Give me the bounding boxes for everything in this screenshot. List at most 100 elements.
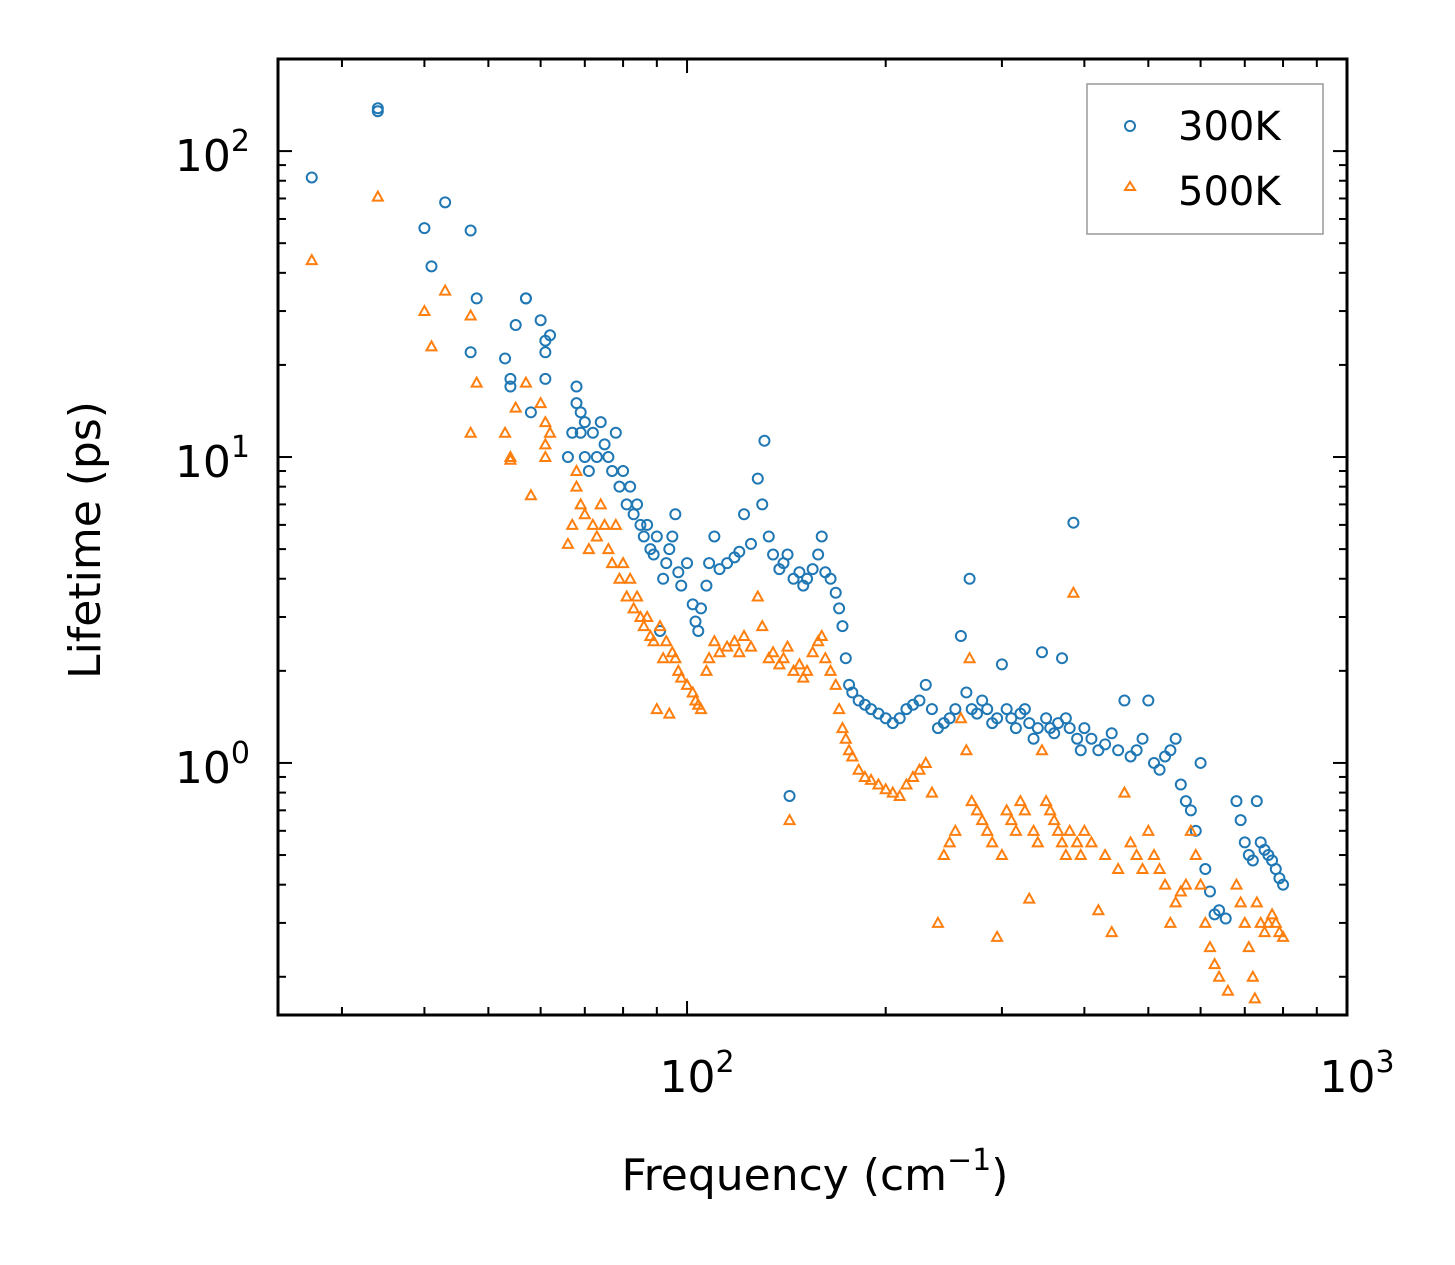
data-point-500K-144	[1135, 861, 1150, 875]
data-point-500K-5	[463, 308, 478, 321]
data-point-300K-3	[439, 196, 452, 209]
data-point-300K-62	[700, 579, 713, 592]
data-point-300K-31	[590, 451, 603, 464]
data-point-300K-83	[801, 572, 814, 585]
data-point-300K-119	[991, 712, 1004, 725]
data-point-300K-51	[660, 557, 673, 570]
data-point-500K-15	[538, 449, 553, 463]
data-point-300K-55	[672, 566, 685, 579]
data-point-300K-104	[913, 694, 926, 707]
data-point-500K-133	[1070, 835, 1084, 848]
data-point-500K-125	[1039, 794, 1053, 807]
data-point-300K-129	[1035, 646, 1048, 659]
data-point-500K-46	[656, 651, 670, 664]
data-point-300K-157	[1179, 795, 1192, 808]
data-point-500K-137	[1091, 903, 1106, 916]
data-point-500K-26	[586, 517, 600, 530]
data-point-300K-130	[1040, 712, 1053, 725]
x-tick-label: 102	[659, 1045, 734, 1103]
data-point-500K-141	[1117, 785, 1132, 798]
data-point-300K-72	[756, 498, 769, 511]
x-tick-label: 103	[1319, 1045, 1394, 1103]
data-point-500K-94	[879, 782, 893, 795]
data-point-300K-143	[1099, 738, 1112, 751]
data-point-300K-64	[708, 530, 721, 543]
data-point-500K-66	[744, 639, 758, 652]
data-point-300K-152	[1153, 763, 1166, 776]
data-point-300K-26	[574, 426, 587, 439]
data-point-300K-65	[713, 563, 726, 576]
data-point-500K-130	[1059, 847, 1073, 861]
data-point-300K-19	[544, 329, 557, 342]
data-point-500K-21	[569, 463, 584, 477]
data-point-300K-86	[815, 530, 828, 543]
data-point-300K-164	[1213, 904, 1226, 917]
data-point-500K-108	[962, 651, 977, 664]
data-point-500K-79	[805, 645, 820, 658]
data-point-300K-85	[812, 548, 825, 561]
data-point-500K-67	[751, 589, 765, 602]
data-point-300K-132	[1048, 727, 1061, 740]
data-point-300K-7	[464, 346, 477, 359]
data-point-300K-141	[1085, 732, 1098, 745]
data-point-300K-22	[566, 426, 579, 439]
data-point-300K-92	[839, 652, 852, 665]
data-point-500K-123	[1031, 835, 1045, 848]
data-point-500K-91	[858, 769, 872, 782]
data-point-500K-33	[612, 571, 627, 584]
data-point-300K-47	[647, 548, 660, 561]
legend-box	[1086, 83, 1324, 235]
data-point-500K-156	[1198, 915, 1213, 928]
data-point-300K-113	[963, 572, 976, 585]
data-point-500K-119	[1013, 794, 1028, 807]
data-point-300K-127	[1027, 732, 1040, 745]
data-point-500K-97	[899, 777, 914, 790]
data-point-500K-132	[1066, 585, 1081, 598]
data-point-300K-66	[721, 557, 734, 570]
data-point-300K-41	[627, 508, 640, 521]
data-point-300K-110	[949, 703, 962, 716]
data-point-300K-36	[609, 426, 622, 439]
data-point-300K-12	[509, 319, 522, 332]
data-point-500K-140	[1111, 861, 1125, 875]
data-point-500K-84	[829, 677, 843, 690]
data-point-500K-40	[637, 619, 651, 632]
data-point-300K-171	[1250, 795, 1263, 808]
data-point-500K-89	[845, 749, 860, 762]
data-point-300K-35	[606, 465, 619, 478]
data-point-500K-145	[1141, 823, 1156, 836]
data-point-300K-116	[976, 694, 989, 707]
data-point-500K-93	[871, 777, 886, 790]
data-point-500K-85	[832, 702, 846, 715]
legend-marker-500K	[1123, 180, 1137, 191]
data-point-500K-168	[1253, 915, 1268, 928]
data-point-300K-54	[669, 508, 682, 521]
data-point-300K-38	[617, 465, 630, 478]
data-point-500K-139	[1104, 925, 1119, 938]
data-point-500K-70	[766, 645, 780, 658]
data-point-300K-57	[681, 557, 694, 570]
data-point-300K-158	[1184, 804, 1197, 817]
data-point-300K-39	[620, 498, 633, 511]
y-tick-label: 100	[175, 736, 250, 794]
data-point-500K-37	[626, 601, 641, 614]
data-point-300K-101	[893, 712, 906, 725]
data-point-500K-17	[543, 425, 557, 438]
data-point-500K-69	[762, 651, 776, 664]
data-point-500K-6	[463, 425, 478, 438]
data-point-300K-10	[504, 372, 517, 385]
data-point-500K-95	[886, 785, 900, 798]
data-point-500K-120	[1018, 803, 1032, 816]
data-point-500K-171	[1265, 907, 1279, 920]
data-point-300K-120	[995, 658, 1008, 671]
data-point-300K-42	[631, 498, 644, 511]
data-point-500K-36	[623, 571, 637, 584]
series-300K-points	[305, 102, 1290, 925]
data-point-500K-30	[601, 542, 616, 555]
data-point-500K-157	[1203, 940, 1217, 953]
data-point-300K-148	[1130, 744, 1143, 757]
legend: 300K 500K	[1086, 83, 1324, 235]
data-point-500K-128	[1051, 823, 1065, 836]
data-point-300K-128	[1031, 722, 1044, 735]
data-point-300K-93	[843, 678, 856, 691]
